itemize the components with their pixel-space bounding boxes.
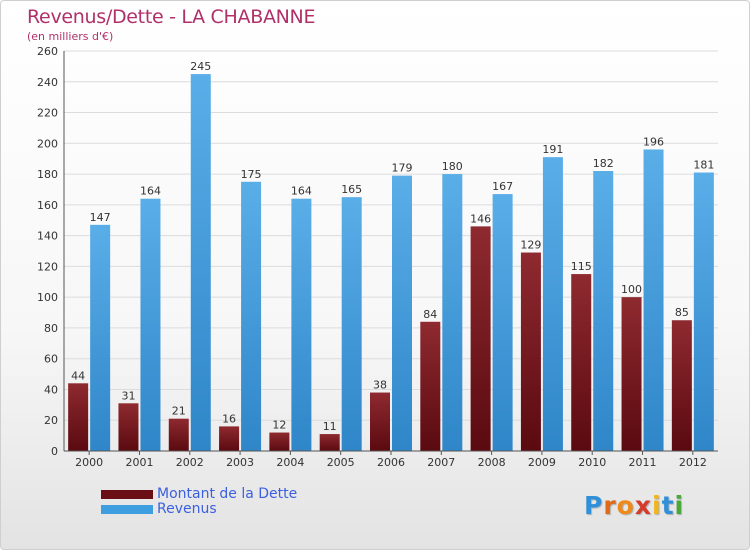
chart-subtitle: (en milliers d'€) <box>27 30 114 43</box>
data-label-debt: 44 <box>71 369 85 382</box>
x-tick-label: 2010 <box>578 456 606 469</box>
y-tick-label: 100 <box>37 291 58 304</box>
bar-revenue <box>140 198 161 451</box>
data-label-revenue: 191 <box>542 143 563 156</box>
x-tick-label: 2006 <box>377 456 405 469</box>
data-label-revenue: 180 <box>442 160 463 173</box>
y-tick-label: 240 <box>37 76 58 89</box>
data-label-debt: 31 <box>121 389 135 402</box>
x-tick-label: 2004 <box>276 456 304 469</box>
data-label-revenue: 175 <box>241 168 262 181</box>
x-tick-label: 2001 <box>125 456 153 469</box>
bar-debt <box>269 432 290 451</box>
x-tick-label: 2009 <box>528 456 556 469</box>
bar-revenue <box>241 181 262 451</box>
data-label-debt: 100 <box>621 283 642 296</box>
bar-debt <box>68 383 89 451</box>
data-label-revenue: 164 <box>291 185 312 198</box>
data-label-debt: 85 <box>675 306 689 319</box>
y-tick-label: 80 <box>44 322 58 335</box>
y-tick-label: 120 <box>37 260 58 273</box>
data-label-revenue: 245 <box>190 60 211 73</box>
y-tick-label: 200 <box>37 137 58 150</box>
y-tick-label: 20 <box>44 414 58 427</box>
bar-revenue <box>643 149 664 451</box>
data-label-debt: 16 <box>222 412 236 425</box>
legend-swatch-debt <box>101 490 153 499</box>
data-label-debt: 11 <box>323 420 337 433</box>
y-tick-label: 180 <box>37 168 58 181</box>
data-label-revenue: 165 <box>341 183 362 196</box>
bar-debt <box>520 252 541 451</box>
bar-debt <box>219 426 240 451</box>
y-tick-label: 60 <box>44 353 58 366</box>
legend-swatch-revenue <box>101 505 153 514</box>
data-label-revenue: 167 <box>492 180 513 193</box>
bar-revenue <box>442 174 463 452</box>
bar-debt <box>319 434 340 451</box>
bar-revenue <box>593 171 614 451</box>
data-label-debt: 146 <box>470 212 491 225</box>
bar-debt <box>571 274 592 451</box>
bar-revenue <box>492 194 513 452</box>
bar-revenue <box>90 224 111 451</box>
x-tick-label: 2002 <box>176 456 204 469</box>
data-label-debt: 12 <box>272 419 286 432</box>
legend-label-debt: Montant de la Dette <box>157 486 298 502</box>
data-label-revenue: 182 <box>593 157 614 170</box>
y-tick-label: 0 <box>51 445 58 458</box>
x-tick-label: 2012 <box>679 456 707 469</box>
bar-debt <box>621 297 642 451</box>
data-label-revenue: 179 <box>392 162 413 175</box>
bar-revenue <box>341 197 362 451</box>
y-tick-label: 220 <box>37 107 58 120</box>
bar-revenue <box>542 157 563 451</box>
data-label-debt: 21 <box>172 405 186 418</box>
data-label-revenue: 196 <box>643 135 664 148</box>
bar-debt <box>118 403 139 451</box>
data-label-debt: 129 <box>520 239 541 252</box>
data-label-revenue: 147 <box>90 211 111 224</box>
data-label-debt: 115 <box>571 260 592 273</box>
bar-debt <box>370 392 390 451</box>
y-tick-label: 140 <box>37 230 58 243</box>
bar-debt <box>470 226 491 451</box>
brand-logo: Proxiti <box>584 491 685 520</box>
legend-label-revenue: Revenus <box>157 501 217 517</box>
data-label-revenue: 181 <box>693 159 714 172</box>
bar-debt <box>420 321 441 451</box>
data-label-debt: 84 <box>423 308 437 321</box>
y-tick-label: 40 <box>44 383 58 396</box>
bar-revenue <box>190 74 211 452</box>
bar-debt <box>168 418 189 451</box>
bar-revenue <box>693 172 714 452</box>
bar-revenue <box>291 198 312 451</box>
y-tick-label: 160 <box>37 199 58 212</box>
x-tick-label: 2005 <box>327 456 355 469</box>
x-tick-label: 2007 <box>427 456 455 469</box>
data-label-revenue: 164 <box>140 185 161 198</box>
y-tick-label: 260 <box>37 45 58 58</box>
x-tick-label: 2000 <box>75 456 103 469</box>
x-tick-label: 2011 <box>629 456 657 469</box>
chart-title: Revenus/Dette - LA CHABANNE <box>27 6 316 28</box>
data-label-debt: 38 <box>373 379 387 392</box>
bar-debt <box>671 320 692 451</box>
x-tick-label: 2003 <box>226 456 254 469</box>
bar-revenue <box>392 175 412 451</box>
x-tick-label: 2008 <box>478 456 506 469</box>
